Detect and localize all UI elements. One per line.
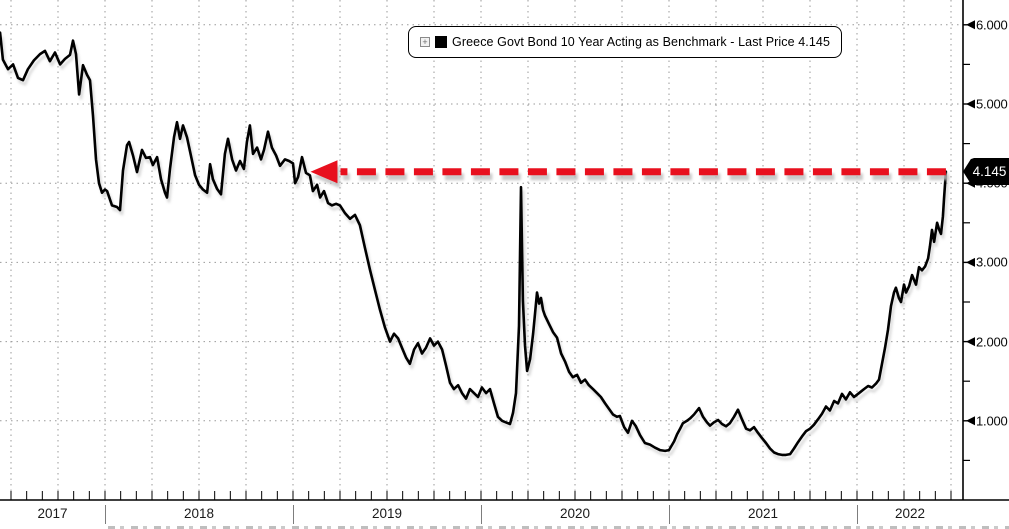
x-axis-year-separator — [293, 505, 294, 524]
clipped-bottom-text — [108, 526, 1009, 529]
y-axis-tick-label: 6.000 — [976, 17, 1008, 33]
chart-legend[interactable]: + Greece Govt Bond 10 Year Acting as Ben… — [408, 26, 843, 58]
arrowhead-icon — [310, 160, 338, 184]
y-tick-arrow-icon — [966, 337, 975, 347]
x-axis-year-label: 2022 — [894, 506, 926, 521]
x-axis-year-label: 2017 — [37, 506, 68, 521]
x-axis-year-separator — [669, 505, 670, 524]
y-tick-arrow-icon — [966, 20, 975, 30]
y-axis-tick-label: 2.000 — [976, 334, 1008, 350]
legend-series-swatch-icon — [435, 36, 447, 48]
x-axis-year-label: 2021 — [747, 506, 779, 521]
x-axis-year-label: 2018 — [183, 506, 215, 521]
y-tick-arrow-icon — [966, 99, 975, 109]
x-axis-year-separator — [105, 505, 106, 524]
series-line[interactable] — [0, 31, 948, 457]
x-axis-year-separator — [857, 505, 858, 524]
last-price-value: 4.145 — [972, 164, 1007, 179]
y-axis-tick-label: 5.000 — [976, 96, 1008, 112]
legend-series-label: Greece Govt Bond 10 Year Acting as Bench… — [452, 35, 831, 49]
legend-expand-icon[interactable]: + — [420, 37, 430, 47]
y-axis-tick-label: 1.000 — [976, 413, 1008, 429]
x-axis-year-label: 2019 — [371, 506, 403, 521]
dashed-arrow-annotation — [310, 160, 946, 184]
y-tick-arrow-icon — [966, 416, 975, 426]
x-axis-year-separator — [481, 505, 482, 524]
last-price-tag: 4.145 — [963, 158, 1009, 185]
x-axis-year-label: 2020 — [559, 506, 591, 521]
y-axis-tick-label: 3.000 — [976, 254, 1008, 270]
y-tick-arrow-icon — [966, 257, 975, 267]
series-line-shadow — [0, 36, 950, 461]
